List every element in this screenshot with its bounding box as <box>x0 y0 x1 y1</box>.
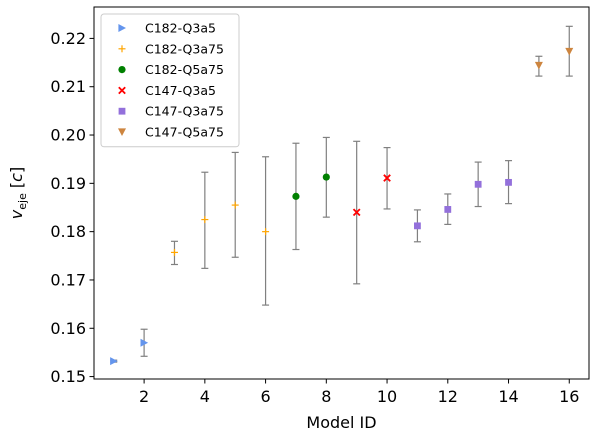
square-marker <box>444 206 452 213</box>
plus-marker <box>231 201 239 209</box>
triangle-down-marker <box>534 61 543 70</box>
x-marker-b <box>352 208 361 217</box>
markers <box>110 47 574 366</box>
y-axis-label-open: [ <box>7 182 26 193</box>
legend-label: C182-Q5a75 <box>145 62 224 77</box>
x-tick-label: 4 <box>200 387 210 406</box>
x-axis-label: Model ID <box>306 413 376 432</box>
triangle-right-marker <box>118 24 126 32</box>
y-axis-label-close: ] <box>7 167 26 173</box>
plus-marker <box>201 216 209 224</box>
legend-item: C182-Q5a75 <box>118 62 224 77</box>
y-tick-label: 0.15 <box>50 367 86 386</box>
y-tick-label: 0.22 <box>50 29 86 48</box>
x-tick-label: 12 <box>438 387 458 406</box>
plus-marker <box>118 45 126 53</box>
legend-label: C147-Q5a75 <box>145 125 224 140</box>
triangle-down-marker <box>118 128 126 136</box>
x-marker <box>352 208 361 217</box>
y-axis-label: veje [c] <box>7 167 29 219</box>
x-marker <box>118 86 126 95</box>
legend-label: C147-Q3a5 <box>145 83 216 98</box>
y-axis-ticks: 0.15 0.16 0.17 0.18 0.19 0.20 0.21 0.22 <box>50 29 94 386</box>
triangle-right-marker <box>110 357 118 366</box>
circle-marker <box>292 192 300 200</box>
circle-marker <box>322 173 330 181</box>
y-tick-label: 0.16 <box>50 319 86 338</box>
x-tick-label: 14 <box>498 387 518 406</box>
legend-item: C182-Q3a75 <box>118 41 224 56</box>
y-tick-label: 0.20 <box>50 126 86 145</box>
y-tick-label: 0.19 <box>50 174 86 193</box>
y-tick-label: 0.18 <box>50 222 86 241</box>
triangle-down-marker <box>565 47 574 56</box>
x-tick-label: 8 <box>321 387 331 406</box>
y-tick-label: 0.21 <box>50 77 86 96</box>
axes-frame <box>93 6 590 380</box>
x-tick-label: 6 <box>260 387 270 406</box>
legend-item: C182-Q3a5 <box>118 21 216 36</box>
x-tick-label: 2 <box>139 387 149 406</box>
y-tick-label: 0.17 <box>50 270 86 289</box>
y-axis-label-unit: c <box>7 173 26 182</box>
plus-marker <box>170 248 178 256</box>
square-marker <box>118 107 126 115</box>
square-marker <box>414 222 421 230</box>
legend-item: C147-Q3a5 <box>118 83 216 98</box>
x-axis-ticks: 2 4 6 8 10 12 14 16 <box>139 379 579 406</box>
y-axis-label-sub: eje <box>16 193 29 210</box>
legend-item: C147-Q5a75 <box>118 125 224 140</box>
legend-label: C147-Q3a75 <box>145 104 224 119</box>
plus-marker <box>262 228 270 236</box>
legend-box <box>100 13 240 148</box>
circle-marker <box>118 66 126 74</box>
x-marker-b <box>383 174 391 182</box>
square-marker <box>474 180 482 188</box>
x-marker-b <box>118 86 126 95</box>
legend: C182-Q3a5 C182-Q3a75 C182-Q5a75 C147-Q3a5 C1… <box>100 13 240 148</box>
legend-item: C147-Q3a75 <box>118 104 224 119</box>
x-marker <box>383 174 391 182</box>
x-tick-label: 10 <box>377 387 397 406</box>
square-marker <box>505 178 512 186</box>
y-axis-label-base: v <box>7 209 26 219</box>
triangle-right-marker <box>140 338 149 347</box>
legend-label: C182-Q3a75 <box>145 41 224 56</box>
x-tick-label: 16 <box>559 387 579 406</box>
legend-label: C182-Q3a5 <box>145 21 216 36</box>
